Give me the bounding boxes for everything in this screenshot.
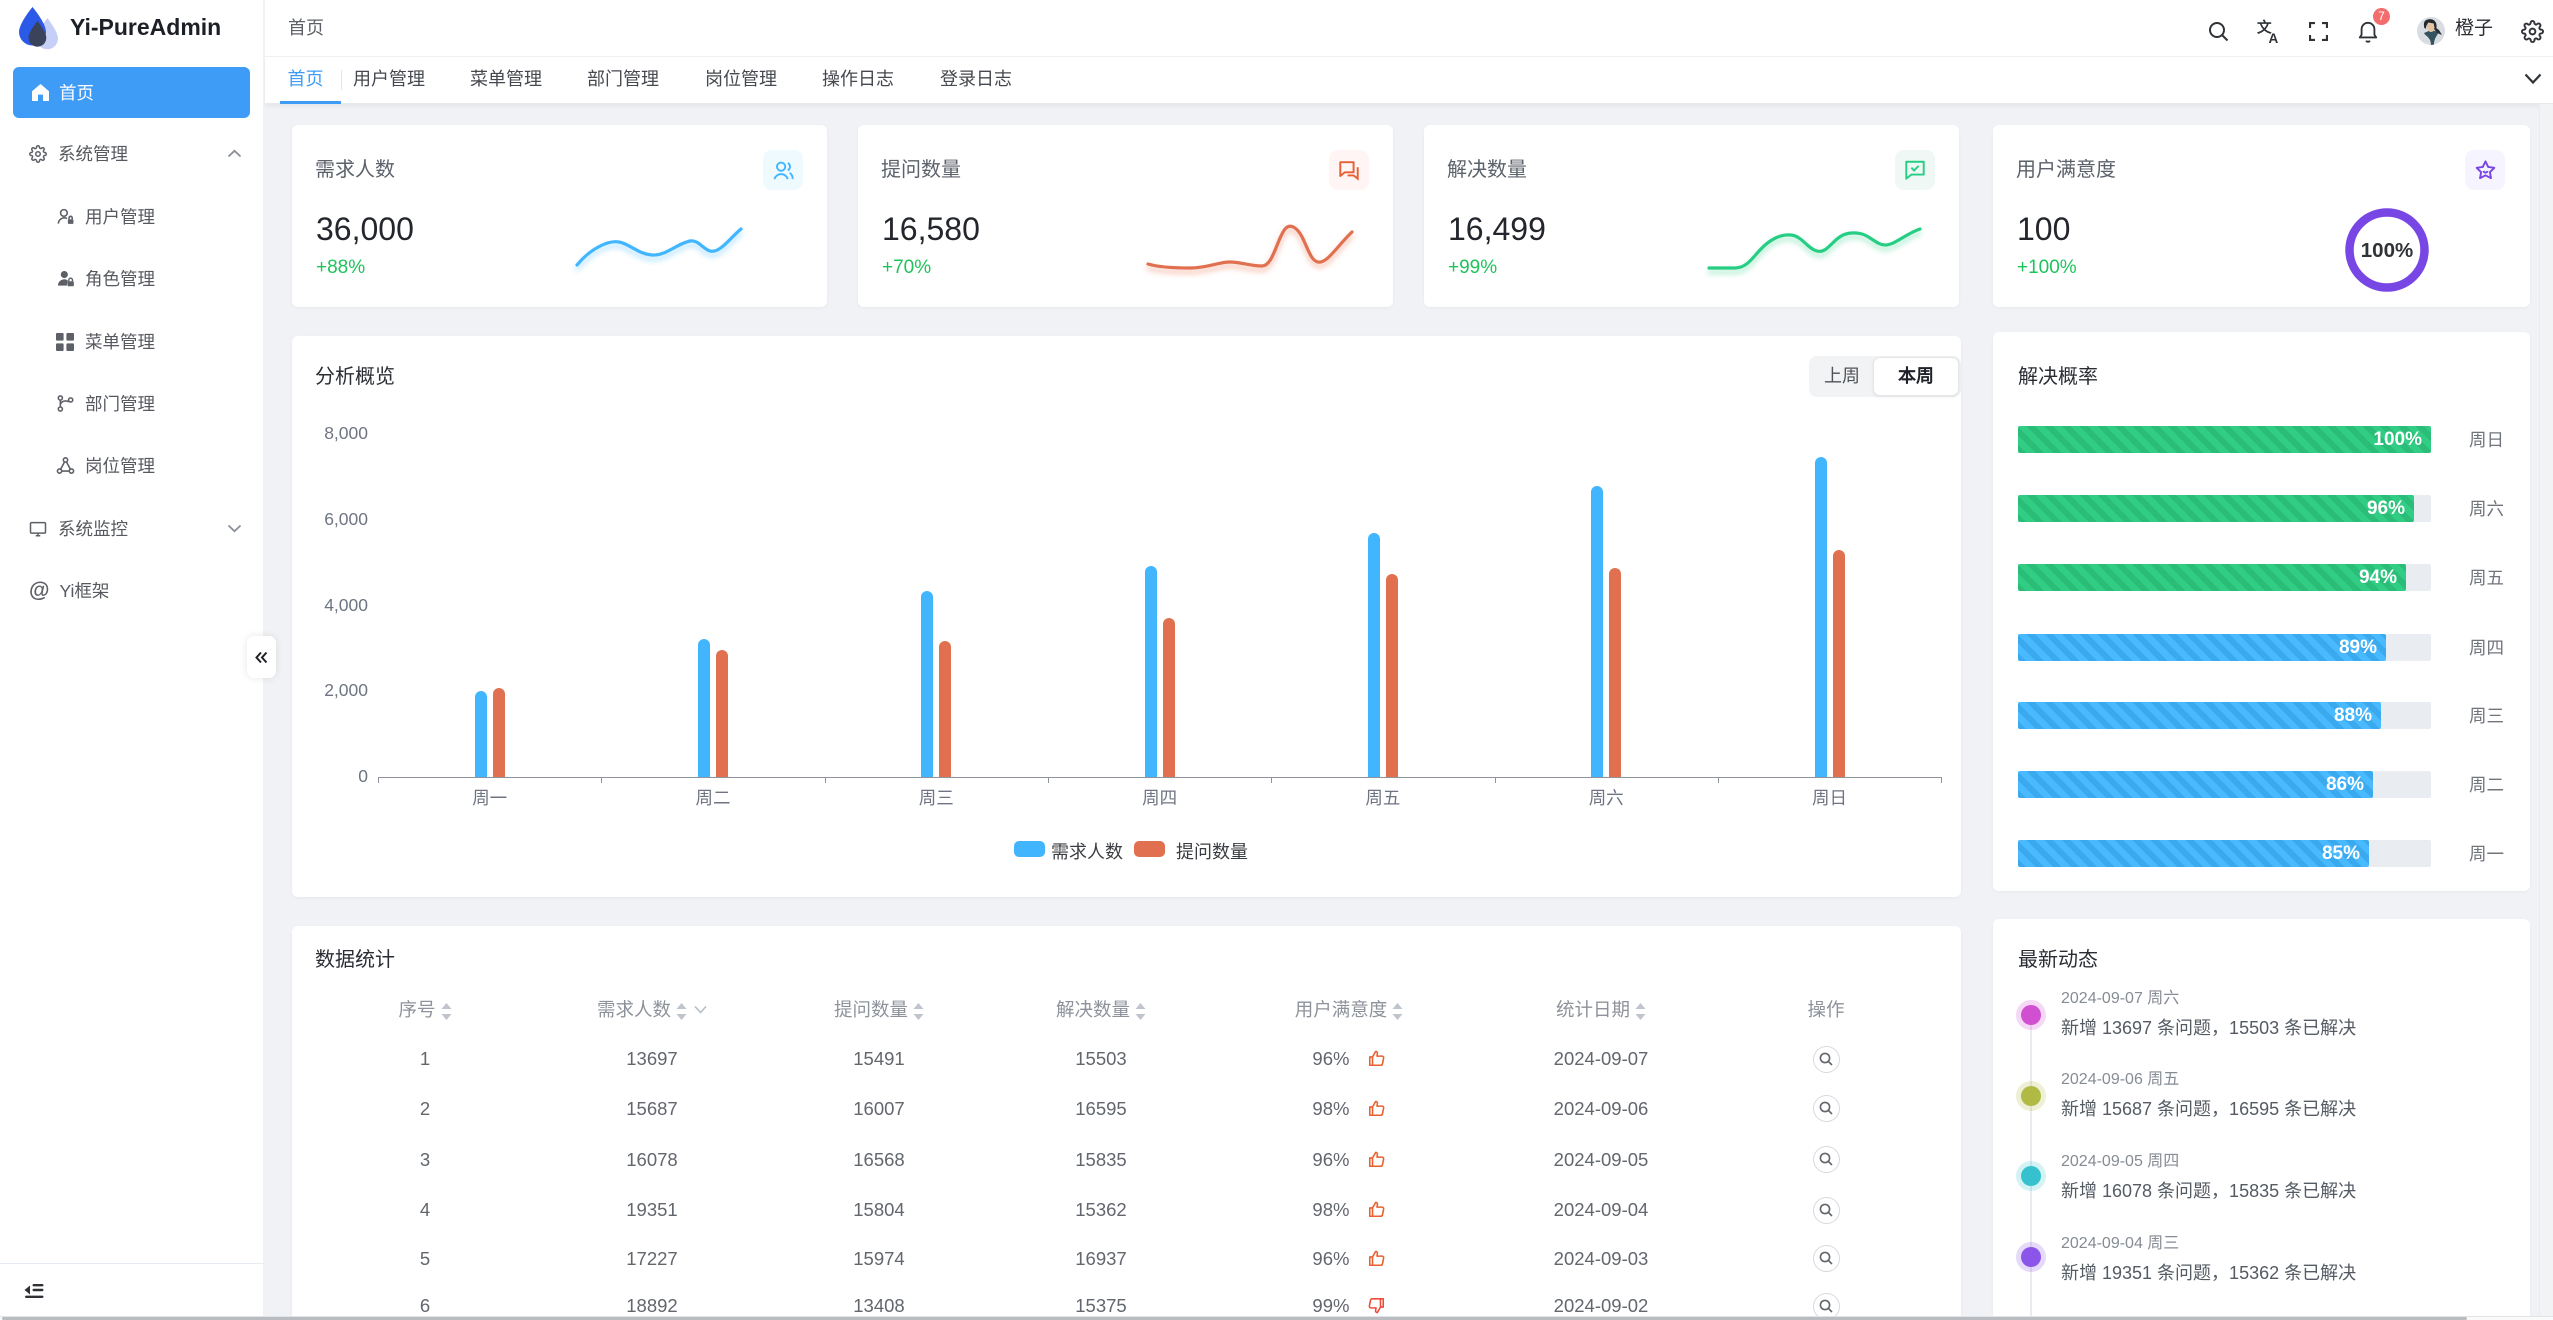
svg-text:100%: 100% bbox=[2361, 239, 2413, 262]
svg-text:文: 文 bbox=[2257, 19, 2272, 37]
svg-text:A: A bbox=[2268, 31, 2278, 44]
